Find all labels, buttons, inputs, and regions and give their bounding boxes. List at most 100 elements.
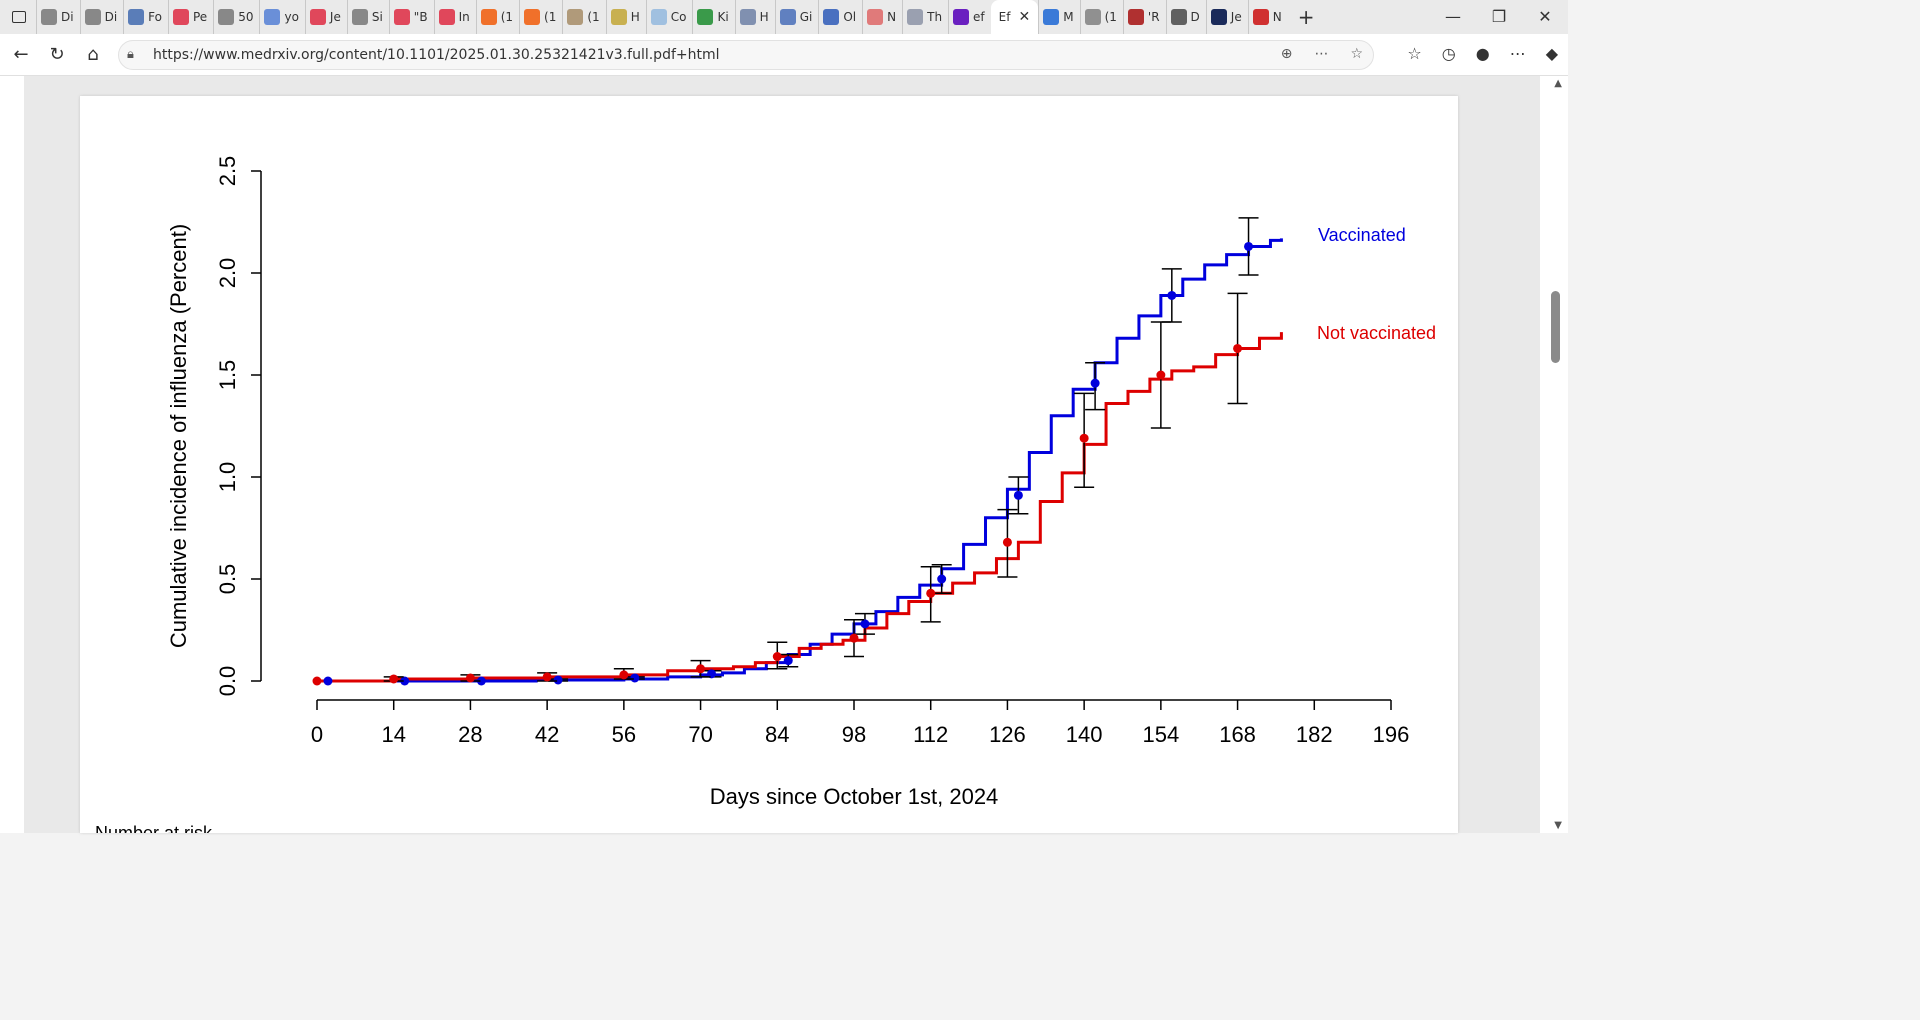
tab-favicon-icon — [1210, 9, 1227, 25]
tab-2[interactable]: Fo — [123, 0, 168, 34]
tab-label: Co — [670, 10, 687, 24]
history-icon[interactable]: ◷ — [1441, 44, 1456, 63]
tabs-container: Di Di Fo Pe 50 yo Je Si "B In (1 (1 (1 H Co Ki H Gi Ol N Th e… — [36, 0, 1314, 34]
tab-after-4[interactable]: Je — [1205, 0, 1248, 34]
x-tick-label: 56 — [612, 722, 636, 747]
tab-3[interactable]: Pe — [167, 0, 213, 34]
x-tick-label: 196 — [1373, 722, 1410, 747]
x-tick-label: 154 — [1142, 722, 1179, 747]
tab-after-5[interactable]: N — [1247, 0, 1288, 34]
tab-favicon-icon — [867, 9, 884, 25]
address-bar[interactable]: 🔒︎ https://www.medrxiv.org/content/10.11… — [118, 40, 1374, 70]
tab-after-1[interactable]: (1 — [1079, 0, 1123, 34]
back-icon[interactable]: ← — [13, 44, 29, 65]
close-window-button[interactable]: ✕ — [1538, 7, 1552, 26]
tab-favicon-icon — [610, 9, 627, 25]
settings-menu-icon[interactable]: ⋯ — [1509, 44, 1526, 63]
tab-after-2[interactable]: 'R — [1122, 0, 1166, 34]
number-at-risk-partial: Number at risk — [95, 823, 213, 843]
tab-11[interactable]: (1 — [519, 0, 562, 34]
new-tab-button[interactable]: + — [1297, 5, 1315, 29]
tab-17[interactable]: Gi — [774, 0, 819, 34]
tab-label: Ef — [998, 10, 1011, 24]
vertical-scrollbar[interactable]: ▲ ▼ — [1540, 76, 1568, 833]
data-point-vaccinated — [937, 574, 947, 584]
tab-14[interactable]: Co — [645, 0, 693, 34]
close-tab-icon[interactable]: ✕ — [1018, 9, 1031, 25]
tab-after-0[interactable]: M — [1038, 0, 1079, 34]
tab-20[interactable]: Th — [902, 0, 948, 34]
data-point-not-vaccinated — [696, 664, 706, 674]
x-tick-label: 84 — [765, 722, 789, 747]
tab-label: H — [759, 10, 769, 24]
scroll-down-icon[interactable]: ▼ — [1554, 820, 1562, 831]
tab-5[interactable]: yo — [259, 0, 304, 34]
tab-label: Ki — [717, 10, 729, 24]
tab-18[interactable]: Ol — [818, 0, 862, 34]
tab-1[interactable]: Di — [79, 0, 124, 34]
more-icon[interactable]: ⋯ — [1314, 46, 1329, 62]
tab-label: D — [1190, 10, 1200, 24]
y-tick-label: 1.5 — [215, 360, 240, 391]
x-tick-label: 98 — [842, 722, 866, 747]
data-point-not-vaccinated — [1079, 433, 1089, 443]
tab-13[interactable]: H — [605, 0, 646, 34]
tab-label: Pe — [192, 10, 208, 24]
tab-favicon-icon — [1127, 9, 1144, 25]
tab-12[interactable]: (1 — [562, 0, 605, 34]
tab-label: N — [887, 10, 897, 24]
tab-8[interactable]: "B — [388, 0, 434, 34]
tab-15[interactable]: Ki — [692, 0, 734, 34]
y-tick-label: 1.0 — [215, 462, 240, 493]
data-point-vaccinated — [860, 619, 870, 629]
tab-active[interactable]: Ef ✕ — [990, 0, 1039, 34]
url-text[interactable]: https://www.medrxiv.org/content/10.1101/… — [153, 47, 720, 63]
tab-21[interactable]: ef — [948, 0, 991, 34]
tab-label: ef — [973, 10, 985, 24]
favorite-star-icon[interactable]: ☆ — [1350, 46, 1363, 62]
profile-avatar-icon[interactable]: ● — [1475, 44, 1490, 63]
minimize-button[interactable]: — — [1445, 7, 1461, 26]
tab-4[interactable]: 50 — [213, 0, 259, 34]
scrollbar-thumb[interactable] — [1551, 291, 1560, 363]
tab-10[interactable]: (1 — [475, 0, 519, 34]
tab-label: (1 — [587, 10, 600, 24]
incidence-chart: 0 14 28 42 56 70 84 98 112 126 140 154 168 182 196 0.0 0… — [166, 156, 1436, 809]
tab-label: Th — [927, 10, 943, 24]
left-gutter — [0, 76, 24, 833]
restore-button[interactable]: ❐ — [1491, 7, 1507, 26]
tab-7[interactable]: Si — [346, 0, 389, 34]
tab-label: In — [458, 10, 470, 24]
tab-favicon-icon — [128, 9, 145, 25]
tab-favicon-icon — [351, 9, 368, 25]
tab-9[interactable]: In — [433, 0, 476, 34]
address-toolbar: ← ↻ ⌂ 🔒︎ https://www.medrxiv.org/content… — [0, 34, 1568, 76]
copilot-icon[interactable]: ◆ — [1545, 44, 1558, 63]
data-point-not-vaccinated — [465, 673, 475, 683]
favorites-icon[interactable]: ☆ — [1407, 44, 1422, 63]
tab-favicon-icon — [309, 9, 326, 25]
tab-19[interactable]: N — [862, 0, 902, 34]
tab-label: H — [630, 10, 640, 24]
tab-favicon-icon — [1170, 9, 1187, 25]
tab-favicon-icon — [567, 9, 584, 25]
zoom-icon[interactable]: ⊕ — [1280, 46, 1293, 62]
scroll-up-icon[interactable]: ▲ — [1554, 78, 1562, 89]
refresh-icon[interactable]: ↻ — [49, 44, 65, 65]
tab-favicon-icon — [739, 9, 756, 25]
home-icon[interactable]: ⌂ — [87, 44, 99, 65]
data-point-vaccinated — [1244, 241, 1254, 251]
x-tick-label: 70 — [688, 722, 712, 747]
tab-16[interactable]: H — [734, 0, 775, 34]
lock-icon[interactable]: 🔒︎ — [127, 47, 134, 62]
tab-actions-icon[interactable] — [12, 11, 26, 23]
tab-favicon-icon — [907, 9, 924, 25]
data-point-not-vaccinated — [1002, 537, 1012, 547]
data-point-not-vaccinated — [1156, 370, 1166, 380]
tab-6[interactable]: Je — [304, 0, 347, 34]
tab-0[interactable]: Di — [36, 0, 80, 34]
tab-favicon-icon — [779, 9, 796, 25]
tab-favicon-icon — [393, 9, 410, 25]
y-axis-title: Cumulative incidence of influenza (Perce… — [166, 224, 191, 648]
tab-after-3[interactable]: D — [1165, 0, 1206, 34]
